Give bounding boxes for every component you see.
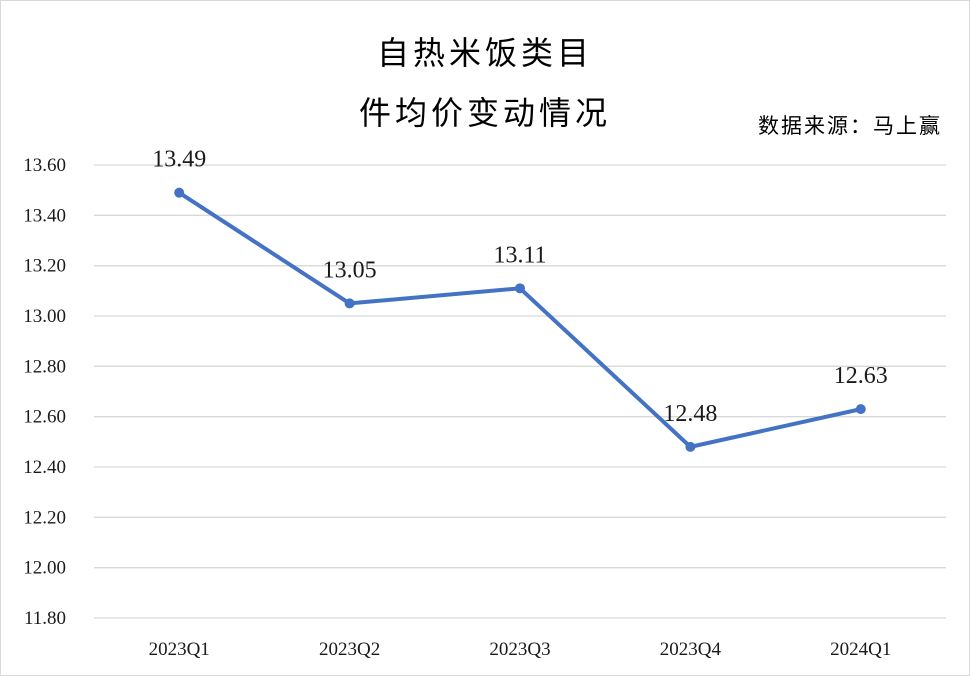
gridlines xyxy=(94,164,946,619)
y-tick-label: 13.00 xyxy=(23,306,66,327)
y-tick-label: 11.80 xyxy=(24,608,66,629)
y-tick-label: 13.60 xyxy=(23,155,66,176)
x-axis-ticks: 2023Q1 2023Q2 2023Q3 2023Q4 2024Q1 xyxy=(149,639,892,660)
data-point xyxy=(685,441,696,452)
data-label: 13.11 xyxy=(493,242,546,268)
x-tick-label: 2023Q2 xyxy=(319,639,380,660)
chart-title-line-1: 自热米饭类目 xyxy=(376,34,593,72)
data-label: 12.63 xyxy=(834,363,888,389)
x-tick-label: 2024Q1 xyxy=(830,639,891,660)
x-tick-label: 2023Q4 xyxy=(660,639,722,660)
data-labels: 13.49 13.05 13.11 12.48 12.63 xyxy=(152,147,888,427)
data-point xyxy=(515,283,525,294)
y-tick-label: 13.20 xyxy=(23,256,66,277)
y-tick-label: 12.40 xyxy=(23,457,66,478)
chart-title-line-2: 件均价变动情况 xyxy=(358,94,611,132)
series-layer xyxy=(174,187,866,452)
x-tick-label: 2023Q3 xyxy=(489,639,550,660)
y-tick-label: 12.60 xyxy=(23,407,66,428)
y-tick-label: 13.40 xyxy=(23,205,66,226)
y-axis-ticks: 11.80 12.00 12.20 12.40 12.60 12.80 13.00 13.20… xyxy=(23,155,66,629)
data-label: 12.48 xyxy=(663,401,717,427)
data-point xyxy=(174,187,185,198)
data-point xyxy=(855,404,866,415)
source-note: 数据来源：马上赢 xyxy=(758,114,942,138)
data-point xyxy=(344,298,355,309)
data-label: 13.49 xyxy=(152,147,206,173)
y-tick-label: 12.00 xyxy=(23,558,66,579)
x-tick-label: 2023Q1 xyxy=(149,639,210,660)
data-label: 13.05 xyxy=(323,257,377,283)
y-tick-label: 12.80 xyxy=(23,356,66,377)
y-tick-label: 12.20 xyxy=(23,507,66,528)
series-line xyxy=(177,190,863,449)
